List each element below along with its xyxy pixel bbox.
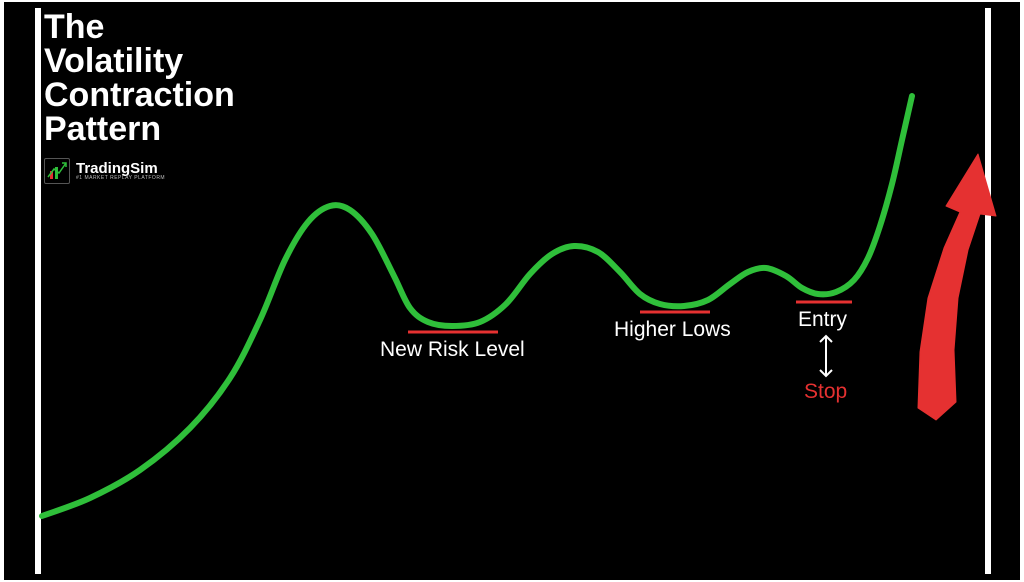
chart-svg-layer xyxy=(0,0,1024,582)
label-new-risk-level: New Risk Level xyxy=(380,338,525,362)
entry-stop-arrow-icon xyxy=(820,336,832,376)
label-higher-lows: Higher Lows xyxy=(614,318,731,342)
breakout-arrow-icon xyxy=(918,154,996,420)
label-stop: Stop xyxy=(804,380,847,404)
price-curve xyxy=(42,96,912,516)
label-entry: Entry xyxy=(798,308,847,332)
